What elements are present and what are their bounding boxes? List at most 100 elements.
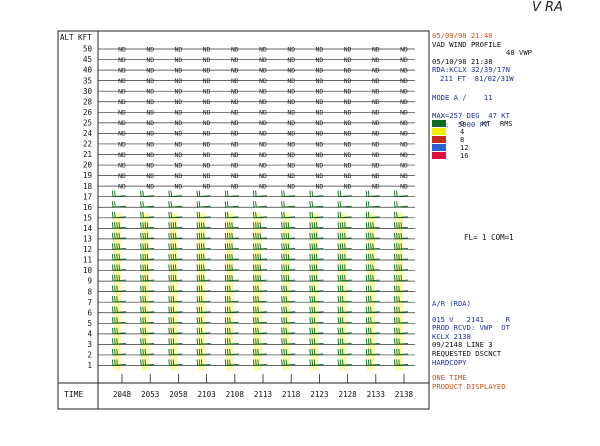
nd-marker: ND: [259, 77, 267, 85]
wind-barb: [309, 190, 324, 198]
x-axis-title: TIME: [64, 390, 83, 399]
wind-barb: [281, 243, 296, 250]
y-axis-title: ALT KFT: [60, 33, 92, 42]
wind-barb: [365, 190, 380, 198]
nd-marker: ND: [400, 182, 408, 190]
wind-barb: [140, 348, 155, 356]
wind-barb: [224, 296, 239, 303]
nd-marker: ND: [344, 88, 352, 96]
nd-marker: ND: [203, 130, 211, 138]
time-label-2103: 2103: [197, 390, 215, 399]
nd-marker: ND: [146, 161, 154, 169]
hardcopy-status: HARDCOPY: [432, 357, 467, 367]
nd-marker: ND: [259, 172, 267, 180]
nd-marker: ND: [231, 45, 239, 53]
nd-marker: ND: [316, 45, 324, 53]
nd-marker: ND: [175, 161, 183, 169]
nd-marker: ND: [118, 172, 126, 180]
wind-barb: [252, 264, 268, 271]
nd-marker: ND: [287, 77, 295, 85]
nd-marker: ND: [259, 130, 267, 138]
altitude-label-11: 11: [83, 256, 92, 265]
wind-barb: [281, 190, 296, 198]
nd-marker: ND: [175, 109, 183, 117]
wind-barb: [281, 222, 296, 229]
wind-barb: [365, 201, 380, 208]
altitude-label-16: 16: [83, 203, 93, 212]
nd-marker: ND: [259, 109, 267, 117]
wind-barb: [224, 317, 239, 324]
wind-barb: [168, 285, 183, 293]
wind-barb: [309, 327, 324, 335]
nd-marker: ND: [344, 182, 352, 190]
wind-barb: [337, 243, 352, 250]
nd-marker: ND: [259, 161, 267, 169]
nd-marker: ND: [344, 66, 352, 74]
altitude-label-45: 45: [83, 55, 92, 64]
nd-marker: ND: [344, 119, 352, 127]
wind-barb: [281, 232, 296, 240]
nd-marker: ND: [344, 45, 352, 53]
status-panel: A/R (RDA) 015 V 2141 R PROD RCVD: VWP OT…: [432, 299, 600, 391]
dscnct-status: REQUESTED DSCNCT: [432, 348, 502, 358]
altitude-label-2: 2: [87, 351, 92, 360]
wind-barb: [168, 327, 183, 335]
kclx-line: KCLX 2138: [432, 331, 471, 341]
wind-barb: [111, 306, 127, 314]
legend-label-1: 4: [460, 128, 465, 136]
wind-barb: [140, 211, 155, 219]
wind-barb: [365, 359, 380, 366]
nd-marker: ND: [344, 109, 352, 117]
nd-marker: ND: [203, 182, 211, 190]
wind-barb: [111, 253, 127, 261]
nd-marker: ND: [287, 140, 295, 148]
wind-barb: [393, 275, 409, 282]
nd-marker: ND: [372, 77, 380, 85]
time-label-2108: 2108: [226, 390, 245, 399]
wind-barb: [393, 264, 409, 271]
altitude-label-28: 28: [83, 97, 93, 106]
nd-marker: ND: [400, 98, 408, 106]
nd-marker: ND: [231, 109, 239, 117]
nd-marker: ND: [259, 119, 267, 127]
nd-marker: ND: [287, 172, 295, 180]
wind-barb: [281, 285, 296, 293]
altitude-label-35: 35: [83, 76, 92, 85]
nd-marker: ND: [203, 140, 211, 148]
rda-elevation: 211 FT 81/02/31W: [440, 73, 514, 83]
wind-barb: [140, 243, 155, 250]
wind-barb: [196, 348, 211, 356]
nd-marker: ND: [344, 130, 352, 138]
wind-barb: [281, 264, 296, 271]
wind-barb: [140, 190, 155, 198]
nd-marker: ND: [372, 172, 380, 180]
wind-barb: [196, 222, 211, 229]
wind-barb: [337, 359, 352, 366]
wind-barb: [281, 201, 296, 208]
nd-marker: ND: [344, 98, 352, 106]
wind-barb: [281, 306, 296, 314]
nd-marker: ND: [231, 151, 239, 159]
nd-marker: ND: [259, 56, 267, 64]
mode-line: MODE A / 11: [432, 92, 493, 102]
wind-barb: [393, 327, 409, 335]
legend-label-3: 12: [460, 144, 469, 152]
wind-barb: [252, 190, 268, 198]
wind-barb: [224, 359, 239, 366]
nd-marker: ND: [344, 56, 352, 64]
wind-barb: [365, 306, 380, 314]
nd-marker: ND: [203, 45, 211, 53]
altitude-label-15: 15: [83, 213, 92, 222]
wind-barb: [309, 296, 324, 303]
nd-marker: ND: [316, 140, 324, 148]
wind-barb: [393, 306, 409, 314]
nd-marker: ND: [400, 77, 408, 85]
nd-marker: ND: [259, 98, 267, 106]
wind-barb: [111, 348, 127, 356]
wind-barb: [140, 338, 155, 345]
fl-com-status: FL= 1 COM=1: [464, 233, 514, 242]
altitude-label-50: 50: [83, 45, 93, 54]
nd-marker: ND: [118, 140, 126, 148]
wind-barb: [252, 327, 268, 335]
info-panel: 05/09/98 21:40 VAD WIND PROFILE 48 VWP 0…: [432, 31, 600, 129]
